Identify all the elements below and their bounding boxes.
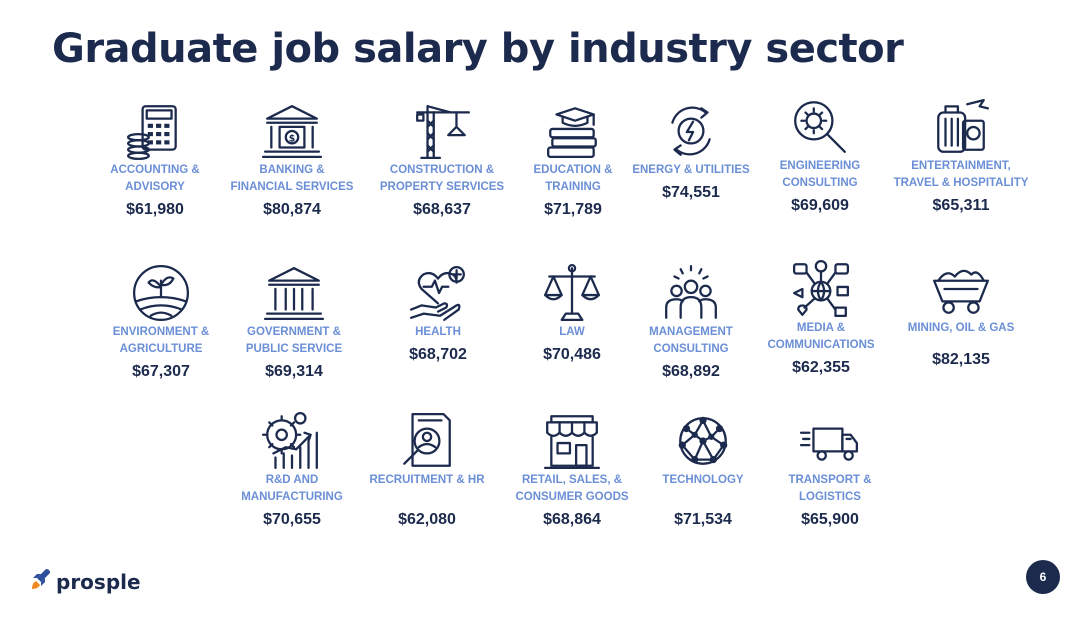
media-network-icon: [790, 258, 852, 320]
sector-card-accounting: ACCOUNTING & ADVISORY $61,980: [90, 100, 220, 219]
sector-salary: $65,311: [932, 197, 990, 214]
network-globe-icon: [672, 410, 734, 472]
sector-label: ENTERTAINMENT, TRAVEL & HOSPITALITY: [893, 160, 1029, 189]
plant-field-icon: [130, 262, 192, 324]
sector-card-technology: TECHNOLOGY $71,534: [638, 410, 768, 529]
sector-label: MINING, OIL & GAS: [907, 322, 1015, 334]
sector-salary: $69,609: [791, 197, 849, 214]
sector-label: MANAGEMENT CONSULTING: [649, 326, 733, 355]
sector-card-management: MANAGEMENT CONSULTING $68,892: [626, 262, 756, 381]
sector-card-mining: MINING, OIL & GAS $82,135: [896, 258, 1026, 369]
bank-building-icon: $: [261, 100, 323, 162]
sector-card-engineering: ENGINEERING CONSULTING $69,609: [755, 96, 885, 215]
sector-salary: $68,702: [409, 346, 467, 363]
team-people-icon: [660, 262, 722, 324]
sector-label: ENERGY & UTILITIES: [632, 164, 750, 176]
sector-salary: $82,135: [932, 351, 990, 368]
energy-cycle-icon: [660, 100, 722, 162]
storefront-icon: [541, 410, 603, 472]
sector-salary: $80,874: [263, 201, 321, 218]
sector-card-transport: TRANSPORT & LOGISTICS $65,900: [765, 410, 895, 529]
calculator-coins-icon: [124, 100, 186, 162]
scales-of-justice-icon: [541, 262, 603, 324]
page-title: Graduate job salary by industry sector: [52, 26, 904, 72]
sector-salary: $62,355: [792, 359, 850, 376]
page-number-badge: 6: [1026, 560, 1060, 594]
sector-salary: $74,551: [662, 184, 720, 201]
mine-cart-icon: [930, 258, 992, 320]
sector-label: CONSTRUCTION & PROPERTY SERVICES: [379, 164, 505, 193]
sector-card-law: LAW $70,486: [507, 262, 637, 364]
heart-hand-icon: [407, 262, 469, 324]
sector-salary: $71,534: [674, 511, 732, 528]
sector-card-media: MEDIA & COMMUNICATIONS $62,355: [755, 258, 887, 377]
sector-card-energy: ENERGY & UTILITIES $74,551: [626, 100, 756, 202]
sector-salary: $61,980: [126, 201, 184, 218]
sector-card-environment: ENVIRONMENT & AGRICULTURE $67,307: [96, 262, 226, 381]
sector-salary: $65,900: [801, 511, 859, 528]
luggage-passport-icon: [930, 96, 992, 158]
sector-card-entertainment: ENTERTAINMENT, TRAVEL & HOSPITALITY $65,…: [886, 96, 1036, 215]
sector-card-government: GOVERNMENT & PUBLIC SERVICE $69,314: [229, 262, 359, 381]
construction-crane-icon: [411, 100, 473, 162]
sector-card-construction: CONSTRUCTION & PROPERTY SERVICES $68,637: [372, 100, 512, 219]
sector-label: R&D AND MANUFACTURING: [241, 474, 343, 503]
sector-label: ENVIRONMENT & AGRICULTURE: [112, 326, 210, 355]
books-graduation-cap-icon: [542, 100, 604, 162]
sector-card-recruitment: RECRUITMENT & HR $62,080: [362, 410, 492, 529]
delivery-truck-icon: [799, 410, 861, 472]
brand-logo: prosple: [30, 567, 141, 596]
sector-salary: $68,892: [662, 363, 720, 380]
sector-card-retail: RETAIL, SALES, & CONSUMER GOODS $68,864: [502, 410, 642, 529]
sector-label: LAW: [559, 326, 585, 338]
sector-label: ENGINEERING CONSULTING: [779, 160, 861, 189]
sector-label: ACCOUNTING & ADVISORY: [110, 164, 200, 193]
sector-salary: $69,314: [265, 363, 323, 380]
sector-label: GOVERNMENT & PUBLIC SERVICE: [245, 326, 343, 355]
sector-salary: $67,307: [132, 363, 190, 380]
brand-name: prosple: [56, 569, 141, 594]
sector-label: MEDIA & COMMUNICATIONS: [767, 322, 875, 351]
sector-card-education: EDUCATION & TRAINING $71,789: [508, 100, 638, 219]
sector-label: HEALTH: [415, 326, 461, 338]
sector-card-rnd: R&D AND MANUFACTURING $70,655: [227, 410, 357, 529]
sector-card-health: HEALTH $68,702: [373, 262, 503, 364]
sector-label: BANKING & FINANCIAL SERVICES: [230, 164, 354, 193]
sector-salary: $70,655: [263, 511, 321, 528]
sector-salary: $71,789: [544, 201, 602, 218]
sector-label: RECRUITMENT & HR: [369, 474, 485, 486]
sector-salary: $68,864: [543, 511, 601, 528]
sector-salary: $62,080: [398, 511, 456, 528]
sector-label: EDUCATION & TRAINING: [533, 164, 613, 193]
sector-card-banking: $ BANKING & FINANCIAL SERVICES $80,874: [227, 100, 357, 219]
sector-salary: $70,486: [543, 346, 601, 363]
magnifier-gear-icon: [789, 96, 851, 158]
government-building-icon: [263, 262, 325, 324]
document-magnifier-icon: [396, 410, 458, 472]
sector-label: TECHNOLOGY: [662, 474, 744, 486]
rocket-icon: [30, 567, 52, 596]
svg-text:$: $: [289, 133, 295, 144]
sector-salary: $68,637: [413, 201, 471, 218]
sector-label: TRANSPORT & LOGISTICS: [788, 474, 872, 503]
sector-label: RETAIL, SALES, & CONSUMER GOODS: [515, 474, 629, 503]
gear-growth-chart-icon: [261, 410, 323, 472]
